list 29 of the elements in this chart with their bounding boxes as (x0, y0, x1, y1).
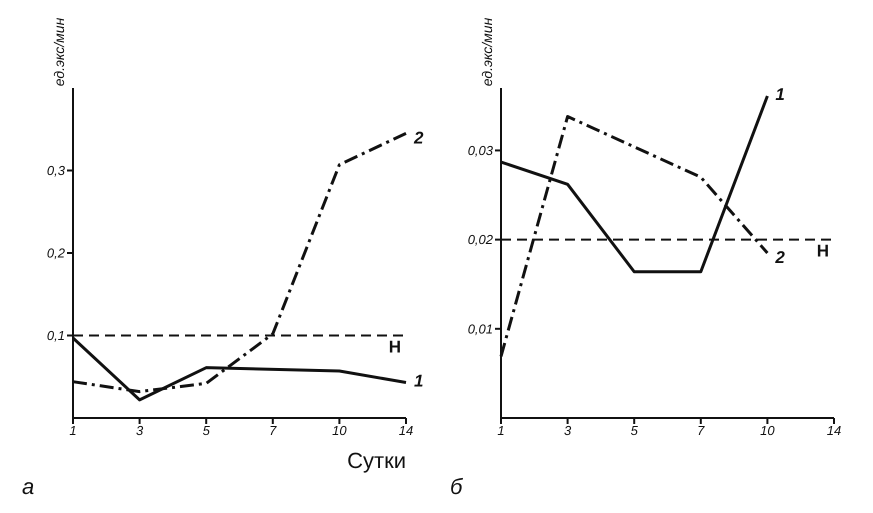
x-tick-label: 14 (826, 423, 842, 438)
y-axis-title: ед.экс/мин (51, 17, 67, 86)
x-tick-label: 3 (564, 423, 572, 438)
x-tick-label: 10 (332, 423, 348, 438)
series-label: 2 (774, 248, 786, 267)
x-tick-label: 1 (69, 423, 77, 438)
text: а (22, 474, 34, 500)
x-tick-label: 5 (630, 423, 639, 438)
x-tick-label: 1 (497, 423, 505, 438)
x-axis-title: Сутки (347, 448, 406, 473)
ref-line-label: Н (816, 242, 829, 261)
ref-line-label: Н (388, 338, 401, 357)
x-tick-label: 3 (136, 423, 144, 438)
x-tick-label: 5 (202, 423, 211, 438)
series-label: 1 (414, 372, 424, 391)
x-tick-label: 14 (398, 423, 414, 438)
y-tick-label: 0,03 (468, 143, 494, 158)
y-tick-label: 0,2 (46, 246, 66, 261)
y-tick-label: 0,1 (46, 328, 65, 344)
text: б (450, 474, 462, 500)
y-tick-label: 0,3 (46, 163, 66, 178)
y-tick-label: 0,01 (468, 321, 493, 336)
series-label: 1 (775, 85, 785, 104)
x-tick-label: 10 (760, 423, 776, 438)
y-tick-label: 0,02 (468, 232, 494, 248)
series-label: 2 (413, 128, 424, 148)
y-axis-title: ед.экс/мин (479, 17, 495, 86)
x-tick-label: 7 (697, 423, 706, 438)
x-tick-label: 7 (269, 423, 278, 438)
